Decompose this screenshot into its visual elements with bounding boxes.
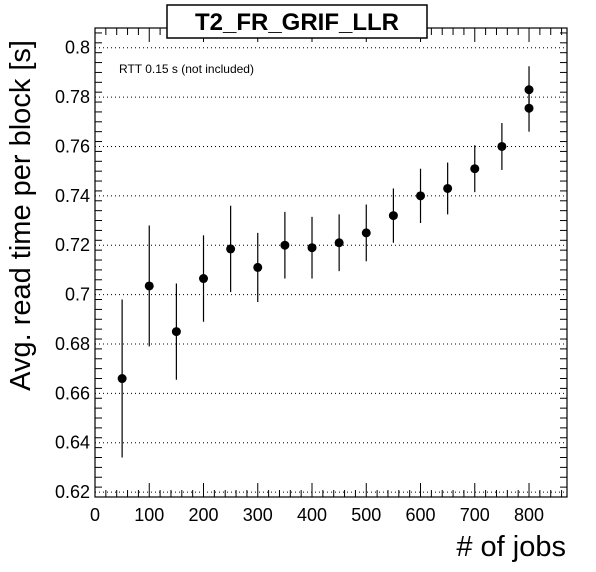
x-tick-label: 500 (351, 505, 381, 525)
data-point (334, 238, 344, 248)
data-point (199, 274, 209, 284)
y-tick-label: 0.7 (65, 285, 90, 305)
chart-title: T2_FR_GRIF_LLR (195, 9, 399, 36)
chart-annotation: RTT 0.15 s (not included) (119, 62, 254, 76)
data-point (280, 240, 290, 250)
data-point (361, 228, 371, 238)
x-tick-label: 200 (188, 505, 218, 525)
data-point (253, 262, 263, 272)
data-point (144, 281, 154, 291)
data-points (117, 66, 534, 458)
y-tick-label: 0.78 (55, 87, 90, 107)
chart-title-box: T2_FR_GRIF_LLR (166, 4, 428, 39)
y-tick-label: 0.68 (55, 334, 90, 354)
data-point (226, 244, 236, 254)
x-tick-label: 300 (243, 505, 273, 525)
grid (95, 47, 567, 493)
y-tick-label: 0.74 (55, 186, 90, 206)
x-tick-label: 100 (134, 505, 164, 525)
x-tick-label: 600 (405, 505, 435, 525)
y-tick-label: 0.76 (55, 136, 90, 156)
x-axis-title: # of jobs (456, 531, 566, 563)
x-tick-label: 0 (90, 505, 100, 525)
y-tick-label: 0.8 (65, 38, 90, 58)
data-point (524, 85, 534, 95)
y-tick-label: 0.72 (55, 235, 90, 255)
data-point (388, 211, 398, 221)
x-tick-label: 800 (514, 505, 544, 525)
data-point (416, 191, 426, 201)
y-tick-label: 0.64 (55, 433, 90, 453)
data-point (171, 327, 181, 337)
y-axis-title: Avg. read time per block [s] (5, 40, 37, 391)
plot-frame (94, 27, 568, 498)
data-point (117, 374, 127, 384)
y-tick-label: 0.66 (55, 383, 90, 403)
x-tick-label: 700 (460, 505, 490, 525)
chart-title-frame (166, 4, 428, 39)
data-point (470, 164, 480, 174)
axes: 0.62 0.64 0.66 0.68 0.7 0.72 0.74 0.76 0.78 0.8 0 1… (55, 27, 568, 525)
x-tick-label: 400 (297, 505, 327, 525)
y-tick-label: 0.62 (55, 482, 90, 502)
data-point (497, 141, 507, 151)
data-point (307, 243, 317, 253)
data-point (443, 183, 453, 193)
